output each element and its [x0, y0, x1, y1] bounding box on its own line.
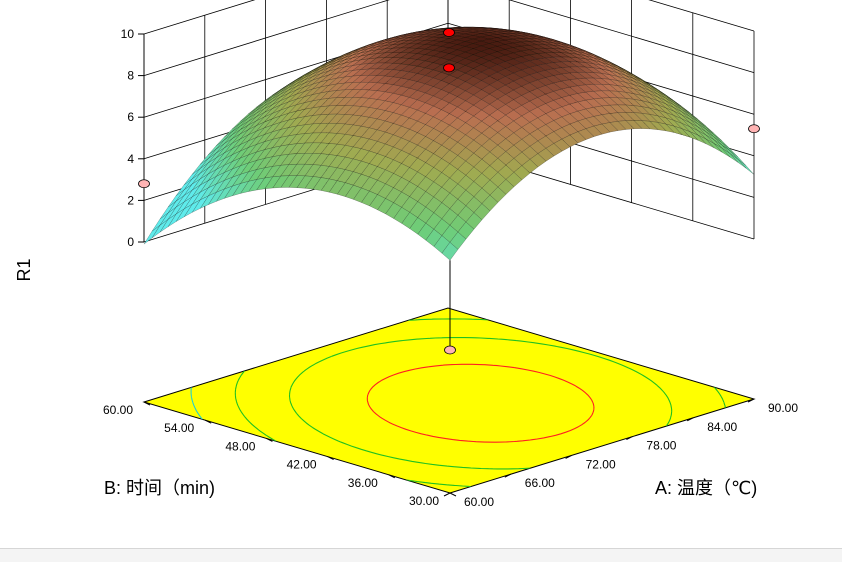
y-tick-label: 30.00 [409, 494, 439, 508]
y-tick-label: 60.00 [103, 403, 133, 417]
y-axis-title: B: 时间（min) [104, 478, 215, 498]
z-tick-label: 6 [127, 110, 134, 124]
x-tick-label: 66.00 [525, 476, 555, 490]
response-surface [144, 27, 754, 260]
y-tick-mark [450, 493, 456, 496]
design-point [445, 346, 456, 354]
x-tick-label: 90.00 [768, 401, 798, 415]
surface-cell [730, 154, 746, 169]
design-point [139, 180, 150, 188]
design-point [749, 125, 760, 133]
z-tick-label: 4 [127, 152, 134, 166]
x-tick-label: 78.00 [646, 439, 676, 453]
surface-cell [738, 159, 754, 174]
design-point [444, 29, 455, 37]
floor-plane [144, 308, 754, 493]
x-axis-title: A: 温度（℃) [655, 478, 757, 498]
z-tick-label: 10 [121, 27, 135, 41]
x-tick-label: 84.00 [707, 420, 737, 434]
x-tick-label: 60.00 [464, 495, 494, 509]
y-tick-label: 36.00 [348, 476, 378, 490]
surface-cell [144, 225, 160, 244]
z-tick-label: 0 [127, 235, 134, 249]
window-status-strip [0, 548, 842, 562]
y-tick-label: 42.00 [287, 458, 317, 472]
z-axis-title: R1 [14, 258, 34, 281]
z-tick-label: 2 [127, 193, 134, 207]
design-point [444, 64, 455, 72]
response-surface-chart: 60.00 66.00 72.00 78.00 84.00 90.00 30.00 36.00… [0, 0, 842, 548]
x-tick-mark [444, 493, 450, 496]
z-tick-label: 8 [127, 69, 134, 83]
x-tick-label: 72.00 [586, 457, 616, 471]
floor-plane-fill [144, 308, 754, 493]
y-tick-label: 48.00 [225, 439, 255, 453]
y-tick-label: 54.00 [164, 421, 194, 435]
